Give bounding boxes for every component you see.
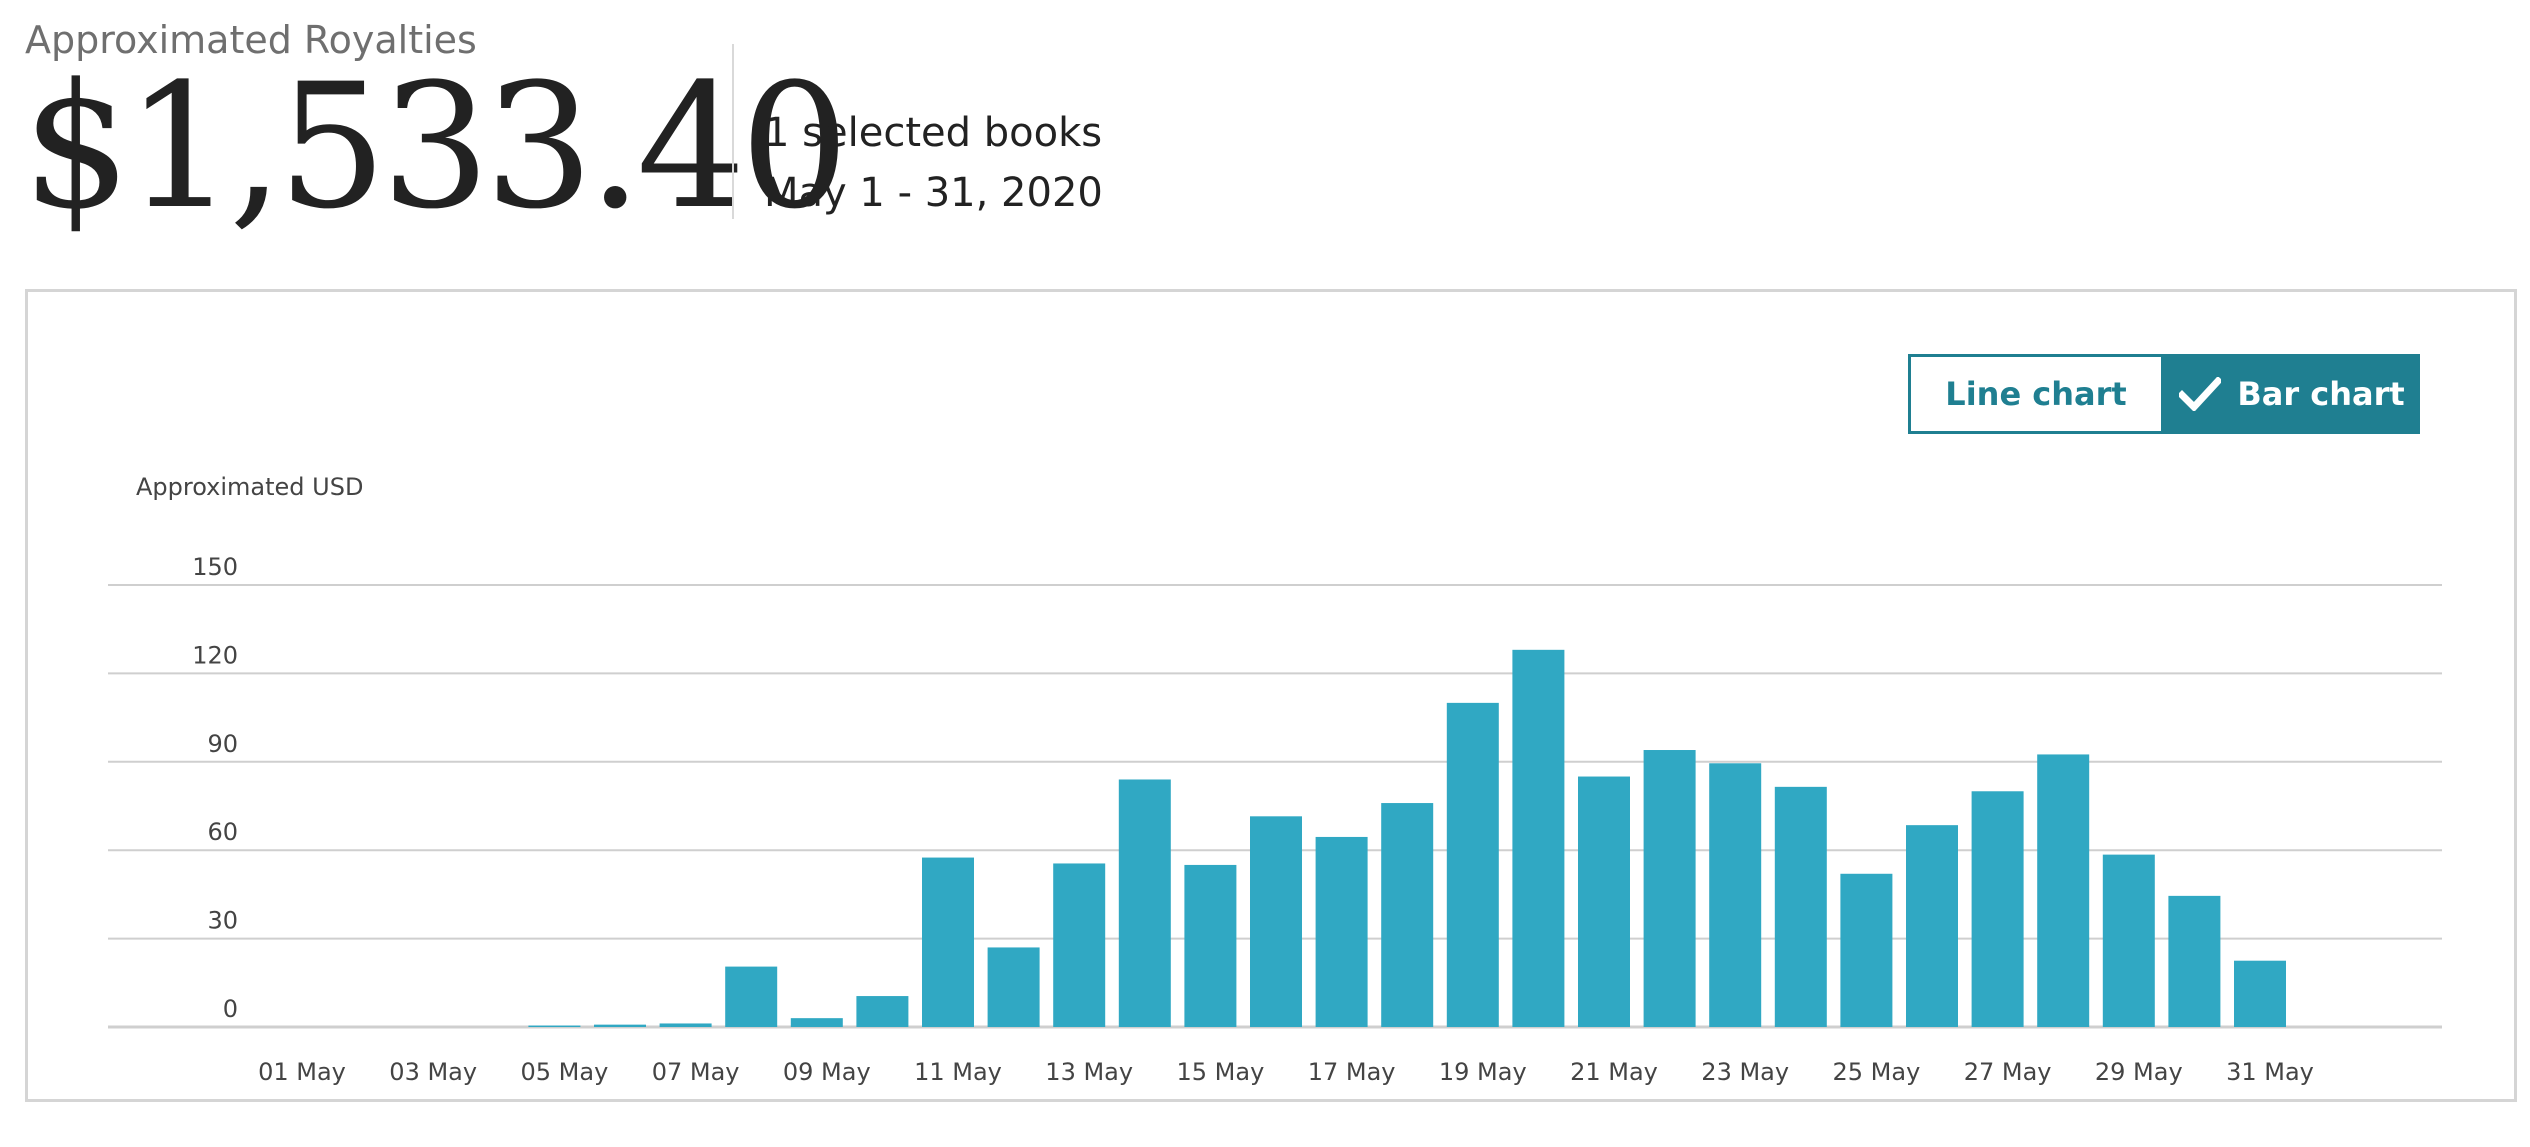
x-tick-label: 29 May — [2095, 1058, 2183, 1086]
bar-11-may[interactable] — [922, 857, 974, 1027]
bar-14-may[interactable] — [1118, 779, 1171, 1027]
y-tick-label: 90 — [207, 730, 238, 758]
x-tick-label: 23 May — [1701, 1058, 1789, 1086]
bar-27-may[interactable] — [1971, 791, 2024, 1027]
bar-12-may[interactable] — [987, 947, 1040, 1027]
line-chart-button-label: Line chart — [1945, 375, 2127, 413]
bar-30-may[interactable] — [2168, 895, 2221, 1027]
x-tick-label: 05 May — [521, 1058, 609, 1086]
x-tick-label: 11 May — [914, 1058, 1002, 1086]
y-tick-label: 0 — [223, 995, 238, 1023]
royalties-amount: $1,533.40 — [22, 46, 849, 247]
bar-05-may[interactable] — [528, 1025, 581, 1027]
x-tick-label: 27 May — [1964, 1058, 2052, 1086]
y-tick-label: 30 — [207, 907, 238, 935]
bar-23-may[interactable] — [1709, 763, 1762, 1027]
x-tick-label: 21 May — [1570, 1058, 1658, 1086]
checkmark-icon — [2179, 377, 2222, 411]
bar-18-may[interactable] — [1381, 803, 1434, 1027]
royalties-bar-chart: 0 30 60 90 120 150 01 May 03 May 05 May 07 May 09 … — [108, 553, 2442, 1086]
x-tick-label: 03 May — [389, 1058, 477, 1086]
bar-06-may[interactable] — [594, 1024, 646, 1027]
date-range: May 1 - 31, 2020 — [764, 170, 1103, 216]
line-chart-button[interactable]: Line chart — [1908, 354, 2164, 434]
x-tick-label: 07 May — [652, 1058, 740, 1086]
bar-09-may[interactable] — [790, 1018, 843, 1027]
bar-29-may[interactable] — [2102, 854, 2155, 1027]
bar-21-may[interactable] — [1578, 776, 1630, 1027]
selected-books-count: 1 selected books — [764, 110, 1103, 156]
bar-07-may[interactable] — [659, 1023, 712, 1027]
x-tick-label: 17 May — [1308, 1058, 1396, 1086]
y-tick-label: 120 — [192, 641, 238, 669]
bar-08-may[interactable] — [725, 966, 778, 1027]
y-tick-label: 150 — [192, 553, 238, 581]
bar-10-may[interactable] — [856, 996, 909, 1027]
bar-13-may[interactable] — [1053, 863, 1106, 1027]
bar-26-may[interactable] — [1906, 825, 1958, 1027]
chart-type-toggle: Line chart Bar chart — [1908, 354, 2420, 434]
bar-chart-button-label: Bar chart — [2237, 375, 2405, 413]
bar-15-may[interactable] — [1184, 864, 1237, 1027]
bar-17-may[interactable] — [1315, 836, 1368, 1027]
page-title: Approximated Royalties — [25, 18, 477, 62]
x-tick-label: 19 May — [1439, 1058, 1527, 1086]
bar-31-may[interactable] — [2234, 960, 2286, 1027]
x-tick-label: 09 May — [783, 1058, 871, 1086]
royalties-header: Approximated Royalties $1,533.40 1 selec… — [0, 0, 2530, 280]
bar-chart-button[interactable]: Bar chart — [2164, 354, 2420, 434]
bar-19-may[interactable] — [1446, 702, 1499, 1027]
x-tick-label: 13 May — [1045, 1058, 1133, 1086]
header-divider — [732, 44, 734, 219]
x-tick-label: 25 May — [1833, 1058, 1921, 1086]
bar-25-may[interactable] — [1840, 873, 1893, 1027]
bar-28-may[interactable] — [2037, 754, 2090, 1027]
bar-22-may[interactable] — [1643, 750, 1696, 1027]
bar-24-may[interactable] — [1774, 786, 1827, 1027]
bar-16-may[interactable] — [1250, 816, 1302, 1027]
chart-panel: 0 30 60 90 120 150 01 May 03 May 05 May 07 May 09 … — [25, 289, 2517, 1102]
y-tick-label: 60 — [207, 818, 238, 846]
x-tick-label: 31 May — [2226, 1058, 2314, 1086]
x-tick-label: 01 May — [258, 1058, 346, 1086]
x-tick-label: 15 May — [1177, 1058, 1265, 1086]
y-axis-title: Approximated USD — [136, 473, 364, 501]
bar-20-may[interactable] — [1512, 649, 1565, 1027]
